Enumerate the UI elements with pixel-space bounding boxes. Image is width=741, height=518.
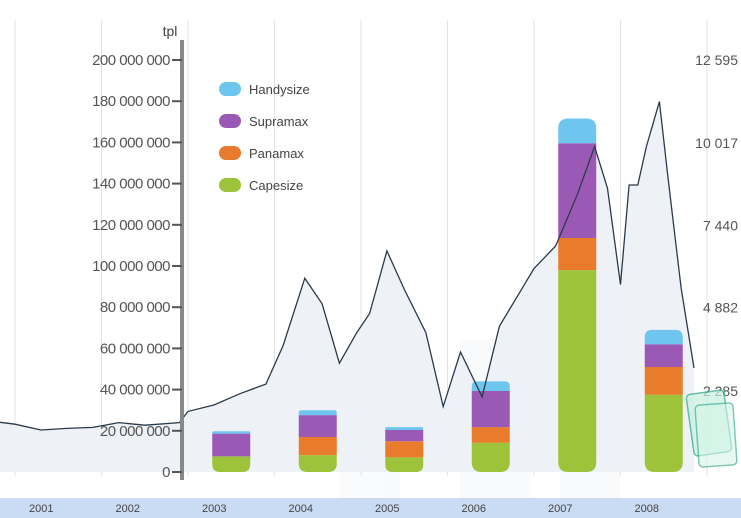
bar-stack-2006: [471, 381, 510, 472]
bar-panamax-2006: [471, 427, 510, 443]
bar-panamax-2004: [298, 436, 337, 456]
bar-stack-2007: [558, 118, 597, 472]
x-tick-label: 2005: [375, 503, 399, 515]
y-tick-label: 120 000 000: [92, 217, 170, 234]
y-axis-unit-label: tpl: [163, 23, 178, 39]
y-tick-label: 160 000 000: [92, 134, 170, 151]
legend-swatch-handysize: [219, 82, 241, 96]
bar-capesize-2004: [298, 455, 337, 472]
bar-stack-2008: [644, 329, 683, 472]
y2-tick-label: 10 017: [695, 135, 738, 151]
bar-capesize-2005: [385, 457, 424, 472]
y-tick-label: 0: [162, 464, 170, 481]
bar-handysize-2007: [558, 118, 597, 144]
y-tick-label: 100 000 000: [92, 258, 170, 275]
index-area: [0, 101, 695, 472]
bar-supramax-2005: [385, 429, 424, 442]
x-axis: 2001 2002 2003 2004 2005 2006 2007 2008: [0, 498, 741, 518]
bar-supramax-2004: [298, 415, 337, 437]
bar-supramax-2008: [644, 344, 683, 367]
bar-handysize-2006: [471, 381, 510, 392]
bar-capesize-2003: [212, 456, 251, 472]
x-tick-label: 2006: [462, 503, 486, 515]
bar-capesize-2008: [644, 394, 683, 472]
bar-handysize-2004: [298, 410, 337, 416]
y-tick-label: 40 000 000: [100, 382, 170, 399]
bar-capesize-2006: [471, 442, 510, 472]
legend-label-capesize: Capesize: [249, 178, 303, 193]
index-line-group: [0, 101, 695, 431]
index-area-fill: [0, 101, 695, 472]
legend-label-handysize: Handysize: [249, 82, 310, 97]
x-tick-label: 2004: [289, 503, 313, 515]
bar-supramax-2003: [212, 433, 251, 457]
legend-swatch-supramax: [219, 114, 241, 128]
y-tick-label: 80 000 000: [100, 299, 170, 316]
bar-stack-2005: [385, 427, 424, 472]
legend: Handysize Supramax Panamax Capesize: [219, 82, 310, 193]
bars: [212, 118, 683, 472]
x-axis-band: [0, 498, 741, 518]
x-tick-label: 2003: [202, 503, 226, 515]
bar-supramax-2006: [471, 391, 510, 428]
x-tick-label: 2007: [548, 503, 572, 515]
y-tick-label: 140 000 000: [92, 176, 170, 193]
bar-handysize-2008: [644, 329, 683, 345]
x-tick-label: 2001: [29, 503, 53, 515]
y2-tick-label: 7 440: [703, 217, 738, 233]
bar-stack-2004: [298, 410, 337, 472]
bar-panamax-2008: [644, 366, 683, 395]
legend-label-supramax: Supramax: [249, 114, 309, 129]
bar-handysize-2005: [385, 427, 424, 430]
bar-capesize-2007: [558, 270, 597, 472]
x-tick-label: 2002: [116, 503, 140, 515]
y-tick-label: 200 000 000: [92, 52, 170, 69]
x-tick-label: 2008: [635, 503, 659, 515]
legend-swatch-panamax: [219, 146, 241, 160]
y2-tick-label: 12 595: [695, 52, 738, 68]
y-tick-label: 60 000 000: [100, 340, 170, 357]
y2-tick-label: 4 882: [703, 300, 738, 316]
legend-swatch-capesize: [219, 178, 241, 192]
index-line: [0, 101, 695, 431]
bar-panamax-2005: [385, 441, 424, 458]
bar-handysize-2003: [212, 431, 251, 434]
bar-panamax-2007: [558, 237, 597, 271]
decorative-stamp: [685, 389, 738, 468]
legend-label-panamax: Panamax: [249, 146, 304, 161]
y-tick-label: 20 000 000: [100, 423, 170, 440]
bar-stack-2003: [212, 431, 251, 472]
y-tick-label: 180 000 000: [92, 93, 170, 110]
y-axis-left: 0 20 000 000 40 000 000 60 000 000 80 000 00…: [92, 40, 184, 481]
